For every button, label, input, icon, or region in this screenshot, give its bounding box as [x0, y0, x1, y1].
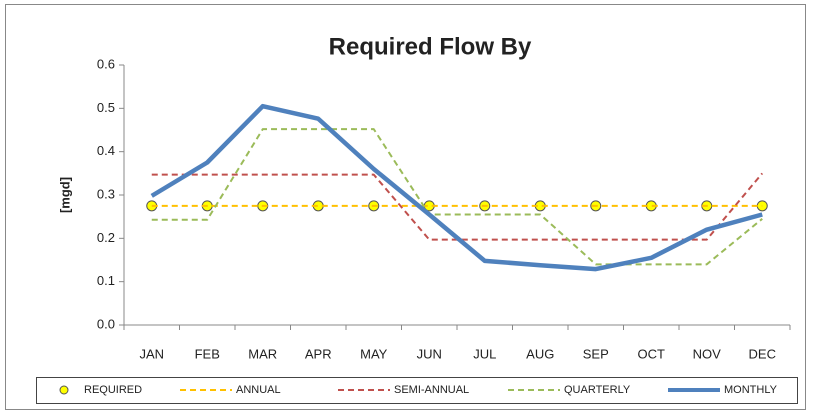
y-tick-label: 0.1	[97, 273, 115, 288]
legend-marker	[59, 385, 69, 395]
x-tick-label: JUN	[417, 346, 442, 361]
legend-label: ANNUAL	[236, 384, 281, 396]
x-tick-label: MAY	[360, 346, 388, 361]
legend-label: SEMI-ANNUAL	[394, 384, 469, 396]
legend-label: MONTHLY	[724, 384, 778, 396]
y-tick-label: 0.2	[97, 230, 115, 245]
chart-frame	[5, 4, 806, 410]
x-tick-label: APR	[305, 346, 332, 361]
x-tick-label: JAN	[139, 346, 164, 361]
x-tick-label: FEB	[195, 346, 220, 361]
y-tick-label: 0.4	[97, 143, 115, 158]
y-axis-label: [mgd]	[57, 177, 72, 213]
y-tick-label: 0.0	[97, 316, 115, 331]
legend-label: REQUIRED	[84, 384, 142, 396]
x-tick-label: DEC	[749, 346, 776, 361]
y-tick-label: 0.5	[97, 100, 115, 115]
chart-title: Required Flow By	[329, 33, 532, 60]
series-line	[151, 128, 763, 266]
x-tick-label: NOV	[693, 346, 722, 361]
y-tick-label: 0.6	[97, 56, 115, 71]
series-line	[150, 103, 763, 272]
legend-label: QUARTERLY	[564, 384, 631, 396]
y-tick-label: 0.3	[97, 186, 115, 201]
x-tick-label: OCT	[638, 346, 666, 361]
x-tick-label: SEP	[583, 346, 609, 361]
x-tick-label: JUL	[473, 346, 496, 361]
x-tick-label: MAR	[248, 346, 277, 361]
legend-box	[36, 377, 798, 404]
x-tick-label: AUG	[526, 346, 554, 361]
